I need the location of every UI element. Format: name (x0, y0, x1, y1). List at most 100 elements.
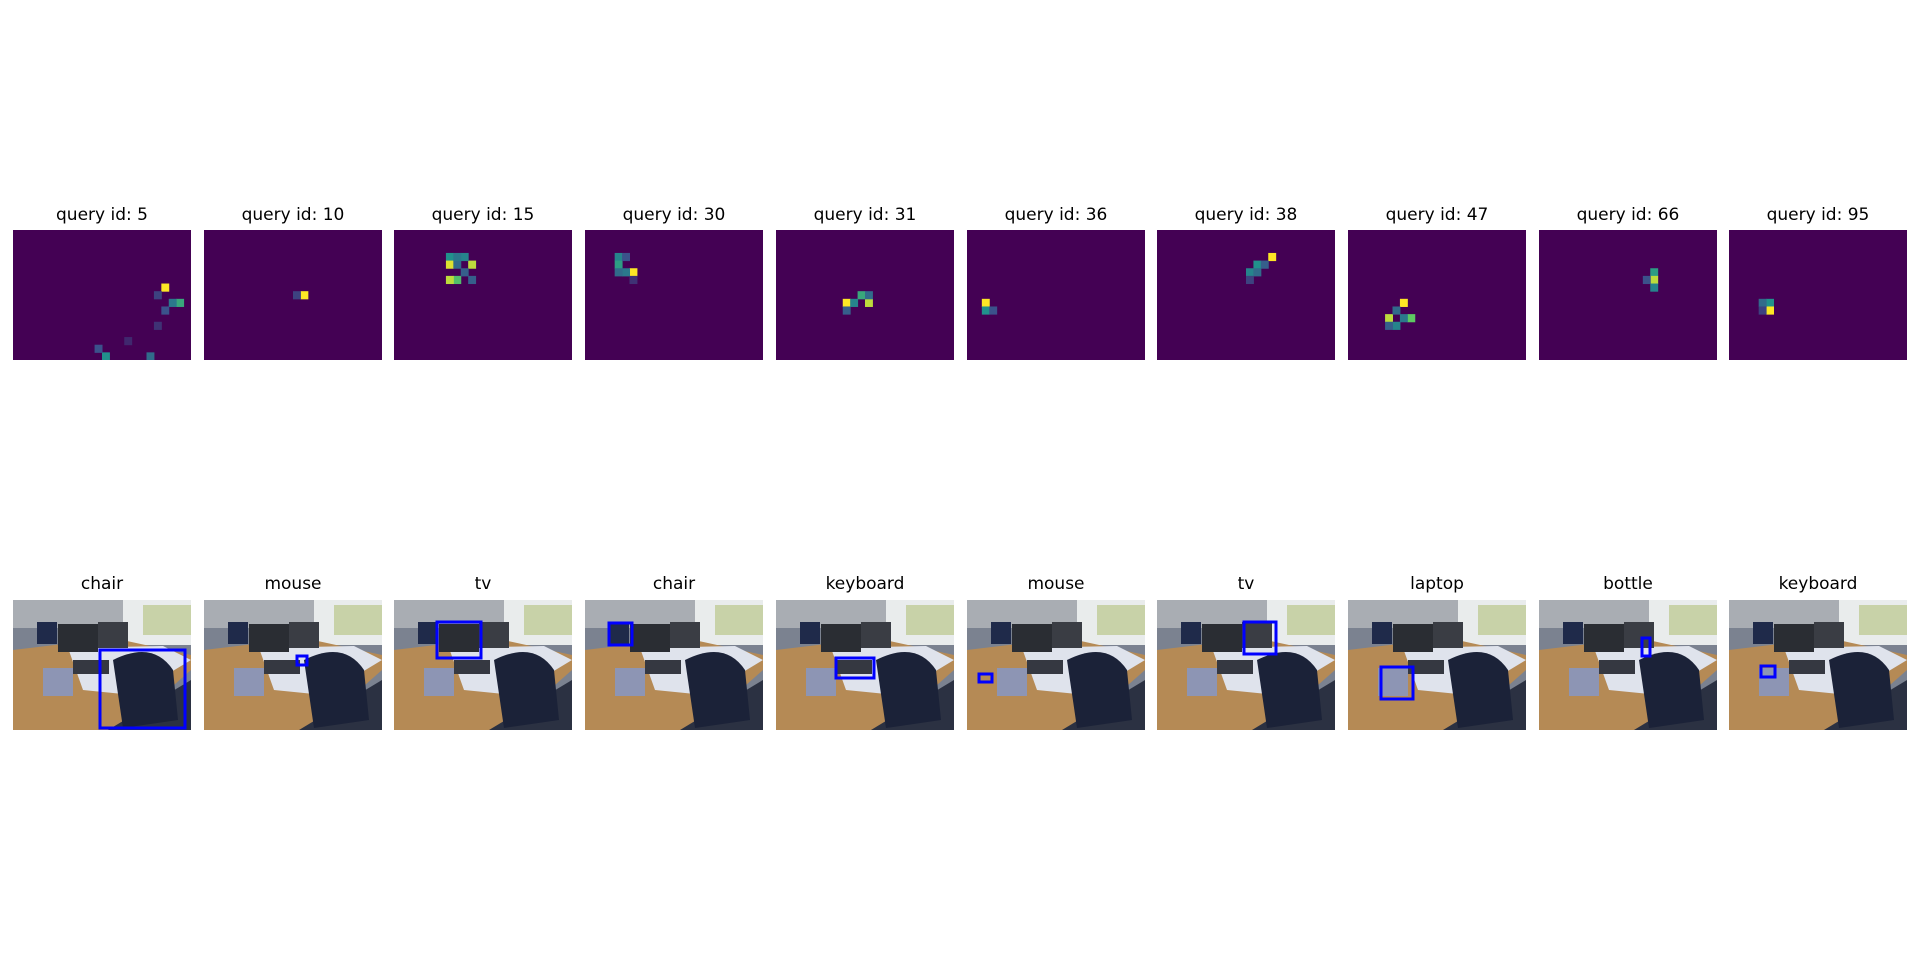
heatmap-cell (1399, 298, 1408, 307)
heatmap-cell (468, 275, 477, 285)
heatmap-cell (161, 306, 170, 315)
scene-keyboard (1408, 660, 1444, 674)
detection-image (394, 600, 572, 730)
detection-label: bottle (1603, 574, 1653, 594)
heatmap-cell (614, 268, 623, 277)
scene-chair (304, 652, 369, 728)
heatmap-title: query id: 66 (1576, 205, 1680, 225)
scene-chair (494, 652, 559, 728)
detection-canvas (585, 600, 763, 730)
detection-canvas (1539, 600, 1717, 730)
attention-heatmap (1348, 230, 1526, 360)
bounding-box (1640, 636, 1652, 658)
heatmap-cell (1407, 314, 1416, 323)
scene-monitor (670, 622, 700, 648)
scene-monitor (439, 624, 479, 652)
detection-label: keyboard (1778, 574, 1858, 594)
heatmap-cell (1766, 298, 1774, 307)
bounding-box (1379, 665, 1415, 701)
bounding-box (607, 621, 634, 647)
scene-chair (1639, 652, 1704, 728)
heatmap-cell (850, 298, 859, 307)
detection-canvas (1729, 600, 1907, 730)
detection-canvas (967, 600, 1145, 730)
heatmap-cell (1246, 268, 1254, 277)
attention-heatmap (394, 230, 572, 360)
scene-monitor (1433, 622, 1463, 648)
scene-monitor (98, 622, 128, 648)
detection-image (585, 600, 763, 730)
heatmap-title: query id: 30 (622, 205, 726, 225)
scene-chair (685, 652, 750, 728)
scene-chair-back (1563, 622, 1583, 644)
heatmap-cell (981, 298, 990, 307)
heatmap-title: query id: 31 (813, 205, 917, 225)
scene-monitor (1242, 622, 1272, 648)
heatmap-cell (153, 291, 162, 300)
detection-image (204, 600, 382, 730)
heatmap-cell (1392, 306, 1401, 315)
heatmap-cell (629, 268, 638, 277)
scene-foliage (1859, 605, 1907, 635)
heatmap-cell (1758, 306, 1767, 315)
detection-canvas (1157, 600, 1335, 730)
heatmap-title: query id: 36 (1004, 205, 1108, 225)
heatmap-cell (124, 337, 133, 346)
heatmap-cell (989, 306, 998, 315)
detection-image (13, 600, 191, 730)
heatmap-cell (1766, 306, 1774, 315)
bounding-box (977, 672, 994, 684)
heatmap-canvas (842, 291, 873, 315)
heatmap-cell (865, 298, 873, 307)
scene-monitor (249, 624, 289, 652)
scene-laptop (424, 668, 454, 696)
heatmap-canvas (1642, 268, 1659, 292)
heatmap-cell (460, 268, 469, 277)
detection-image (1157, 600, 1335, 730)
detection-image (1348, 600, 1526, 730)
heatmap-cell (1246, 275, 1254, 285)
heatmap-canvas (94, 283, 185, 360)
heatmap-cell (468, 260, 477, 269)
scene-chair-back (1181, 622, 1201, 644)
scene-monitor (1584, 624, 1624, 652)
heatmap-cell (1392, 321, 1401, 330)
scene-foliage (1097, 605, 1145, 635)
heatmap-title: query id: 38 (1194, 205, 1298, 225)
detection-canvas (13, 600, 191, 730)
scene-foliage (334, 605, 382, 635)
detection-image (1539, 600, 1717, 730)
detection-label: mouse (264, 574, 322, 594)
scene-chair-back (1753, 622, 1773, 644)
bounding-box (435, 620, 483, 660)
scene-chair (1257, 652, 1322, 728)
heatmap-cell (453, 275, 462, 285)
heatmap-cell (1642, 275, 1651, 285)
heatmap-cell (460, 252, 469, 262)
heatmap-cell (1385, 314, 1393, 323)
detection-image (967, 600, 1145, 730)
heatmap-cell (1385, 321, 1393, 330)
scene-chair-back (800, 622, 820, 644)
heatmap-cell (102, 352, 110, 360)
scene-keyboard (645, 660, 681, 674)
scene-foliage (1669, 605, 1717, 635)
bounding-box (98, 648, 187, 730)
bounding-box (834, 656, 876, 680)
heatmap-cell (176, 298, 185, 307)
heatmap-canvas (981, 298, 998, 315)
scene-monitor (861, 622, 891, 648)
scene-monitor (630, 624, 670, 652)
scene-chair-back (228, 622, 248, 644)
heatmap-cell (842, 298, 851, 307)
attention-heatmap (967, 230, 1145, 360)
attention-heatmap (1157, 230, 1335, 360)
scene-monitor (289, 622, 319, 648)
heatmap-cell (300, 291, 309, 300)
scene-keyboard (73, 660, 109, 674)
heatmap-canvas (445, 252, 477, 285)
detection-canvas (1348, 600, 1526, 730)
detection-canvas (776, 600, 954, 730)
scene-foliage (1287, 605, 1335, 635)
heatmap-cell (1268, 252, 1277, 262)
